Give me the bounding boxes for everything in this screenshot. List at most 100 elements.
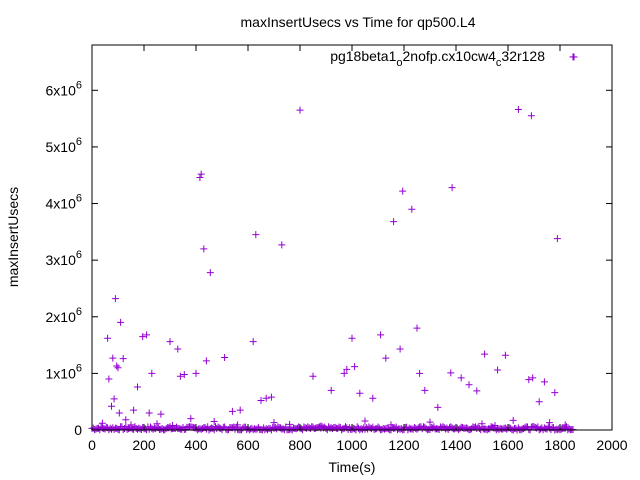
data-point	[509, 416, 517, 424]
data-point	[109, 354, 117, 362]
data-point	[439, 423, 447, 431]
data-point	[270, 419, 278, 427]
data-point	[143, 331, 151, 339]
plot-frame	[91, 44, 613, 431]
data-point	[286, 420, 294, 428]
data-point	[382, 354, 390, 362]
x-tick-label: 600	[236, 437, 260, 453]
data-point	[348, 334, 356, 342]
data-point	[210, 418, 218, 426]
x-tick-label: 200	[132, 437, 156, 453]
data-point	[514, 106, 522, 114]
data-point	[192, 369, 200, 377]
data-point	[369, 394, 377, 402]
data-point	[114, 364, 122, 372]
data-point	[546, 419, 554, 427]
data-point	[206, 269, 214, 277]
data-point	[317, 422, 325, 430]
y-tick-label: 4x106	[46, 193, 82, 212]
data-point	[139, 333, 147, 341]
data-point	[157, 410, 165, 418]
data-point	[465, 381, 473, 389]
data-point	[249, 338, 257, 346]
data-point	[343, 365, 351, 373]
data-point	[296, 106, 304, 114]
y-tick-label: 6x106	[46, 79, 82, 98]
y-tick-label: 2x106	[46, 306, 82, 325]
data-point	[104, 334, 112, 342]
data-point	[426, 418, 434, 426]
x-tick-label: 1200	[388, 437, 419, 453]
data-point	[421, 386, 429, 394]
y-tick-label: 3x106	[46, 249, 82, 268]
data-point	[145, 409, 153, 417]
data-point	[356, 389, 364, 397]
data-point	[117, 318, 125, 326]
data-point	[408, 205, 416, 213]
legend-label: pg18beta1o2nofp.cx10cw4c32r128	[330, 48, 545, 69]
x-tick-label: 400	[184, 437, 208, 453]
data-point	[278, 241, 286, 249]
data-point	[174, 345, 182, 353]
data-point	[130, 406, 138, 414]
data-point	[267, 393, 275, 401]
data-point	[262, 394, 270, 402]
chart-title: maxInsertUsecs vs Time for qp500.L4	[241, 14, 476, 30]
data-point	[447, 369, 455, 377]
x-tick-label: 1800	[544, 437, 575, 453]
data-point	[399, 187, 407, 195]
y-tick-label: 0	[74, 422, 82, 438]
plot-area	[88, 53, 577, 434]
y-axis-label: maxInsertUsecs	[5, 187, 21, 287]
data-point	[377, 331, 385, 339]
data-point	[127, 421, 135, 429]
data-point	[153, 420, 161, 428]
data-point	[309, 372, 317, 380]
x-tick-label: 2000	[596, 437, 627, 453]
data-point	[134, 383, 141, 391]
data-point	[527, 112, 535, 120]
data-point	[473, 387, 481, 395]
data-point	[202, 357, 210, 365]
data-point	[540, 378, 548, 386]
data-point	[387, 421, 395, 429]
data-point	[236, 406, 244, 414]
data-point	[122, 416, 130, 424]
data-point	[351, 363, 359, 371]
data-point	[553, 235, 561, 243]
y-axis: 0 1x106 2x106 3x106 4x106 5x106 6x106	[46, 79, 612, 438]
x-tick-label: 1000	[336, 437, 367, 453]
data-point	[105, 375, 113, 383]
x-tick-label: 0	[88, 437, 96, 453]
data-point	[111, 295, 119, 303]
data-point	[434, 403, 442, 411]
data-point	[228, 407, 236, 415]
data-point	[176, 372, 184, 380]
data-point	[561, 421, 569, 429]
data-point	[494, 366, 502, 374]
y-tick-label: 1x106	[46, 362, 82, 381]
legend: pg18beta1o2nofp.cx10cw4c32r128	[330, 48, 578, 69]
data-point	[413, 324, 421, 332]
data-point	[98, 419, 106, 427]
x-tick-label: 800	[288, 437, 312, 453]
data-point	[252, 231, 260, 239]
data-point	[327, 386, 335, 394]
data-point	[187, 415, 195, 423]
data-point	[119, 355, 127, 363]
data-point	[115, 409, 123, 417]
legend-marker	[570, 53, 578, 61]
data-point	[501, 351, 509, 359]
data-point	[200, 245, 208, 253]
data-point	[221, 354, 229, 362]
data-point	[196, 173, 204, 181]
data-point	[448, 184, 456, 192]
x-axis-label: Time(s)	[329, 459, 376, 475]
data-point	[110, 395, 118, 403]
data-point	[113, 362, 121, 370]
data-point	[361, 417, 369, 425]
data-point	[180, 371, 188, 379]
data-point	[529, 374, 537, 382]
data-point	[148, 369, 156, 377]
